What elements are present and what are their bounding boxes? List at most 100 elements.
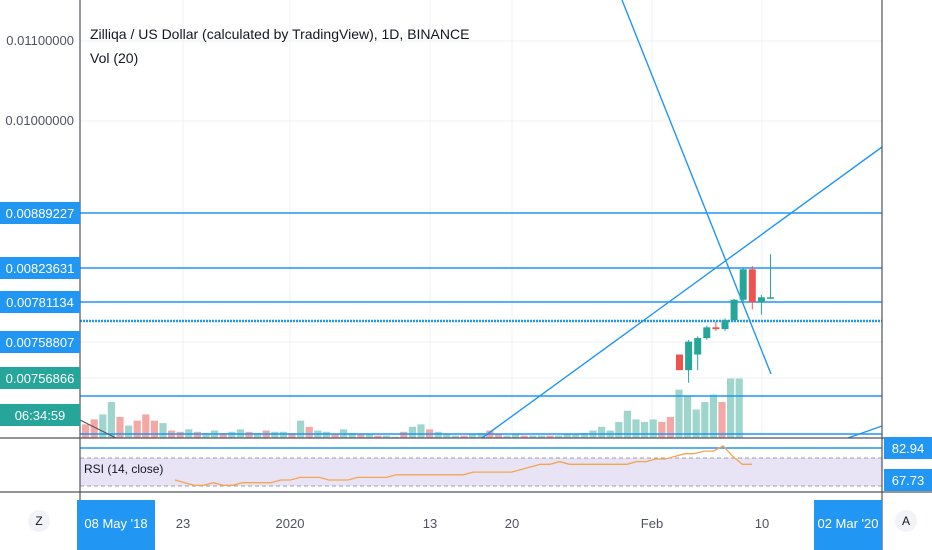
date-badge-left xyxy=(77,500,155,550)
candle-body xyxy=(767,297,774,299)
volume-bar xyxy=(477,433,485,438)
volume-bar xyxy=(615,421,623,438)
volume-bar xyxy=(451,435,459,438)
volume-bar xyxy=(718,402,726,438)
volume-bar xyxy=(443,434,451,438)
time-axis-label: 10 xyxy=(755,516,769,531)
countdown-label: 06:34:59 xyxy=(15,408,66,423)
volume-bar xyxy=(641,421,649,438)
candle-body xyxy=(757,297,765,303)
trend-line-up xyxy=(481,146,883,439)
volume-bar xyxy=(537,435,545,438)
volume-bar xyxy=(460,435,468,438)
volume-bar xyxy=(580,433,588,438)
time-axis-label: 20 xyxy=(505,516,519,531)
price-badge-label: 0.00758807 xyxy=(6,335,75,350)
volume-bar xyxy=(666,416,674,438)
volume-bar xyxy=(658,421,666,438)
volume-bar xyxy=(434,431,442,438)
volume-bar xyxy=(374,435,382,438)
volume-bar xyxy=(649,419,657,438)
date-badge-right-label: 02 Mar '20 xyxy=(817,516,878,531)
volume-bar xyxy=(469,434,477,438)
rsi-value-badge xyxy=(884,437,932,459)
volume-bar xyxy=(503,435,511,438)
volume-bar xyxy=(408,426,416,438)
price-badge xyxy=(0,291,80,313)
price-badge-label: 0.00823631 xyxy=(6,261,75,276)
candle-body xyxy=(730,299,738,321)
volume-bar xyxy=(520,435,528,438)
volume-bar xyxy=(279,431,287,438)
volume-bar xyxy=(107,402,115,438)
countdown-badge xyxy=(0,404,80,426)
volume-bar xyxy=(692,409,700,438)
candle-body xyxy=(739,269,747,300)
volume-bar xyxy=(572,434,580,438)
rsi-indicator-label[interactable]: RSI (14, close) xyxy=(84,462,164,476)
rsi-value-label: 67.73 xyxy=(892,473,925,488)
trend-line-left xyxy=(79,419,117,439)
volume-bar xyxy=(684,395,692,438)
volume-bar xyxy=(735,378,743,438)
price-badge xyxy=(0,367,80,389)
volume-bar xyxy=(193,431,201,438)
price-badge-label: 0.00756866 xyxy=(6,371,75,386)
trend-line-down xyxy=(621,0,772,375)
volume-bar xyxy=(357,434,365,438)
volume-bar xyxy=(133,420,141,438)
price-badge xyxy=(0,202,80,224)
volume-bar xyxy=(529,435,537,438)
volume-bar xyxy=(288,433,296,438)
time-axis-label: Feb xyxy=(641,516,663,531)
price-axis-label: 0.01000000 xyxy=(5,113,74,128)
volume-bar xyxy=(400,431,408,438)
volume-bar xyxy=(228,431,236,438)
candle-body xyxy=(712,327,720,330)
volume-bar xyxy=(598,426,606,438)
volume-bar xyxy=(701,402,709,438)
volume-bar xyxy=(632,419,640,438)
date-badge-right xyxy=(814,500,882,550)
volume-bar xyxy=(417,424,425,438)
volume-bar xyxy=(365,434,373,438)
volume-bar xyxy=(254,433,262,438)
volume-bar xyxy=(555,435,563,438)
auto-scale-button[interactable]: A xyxy=(895,510,917,532)
volume-bar xyxy=(512,434,520,438)
volume-bar xyxy=(391,436,399,438)
rsi-value-label: 82.94 xyxy=(892,441,925,456)
volume-bar xyxy=(383,435,391,438)
volume-bar xyxy=(219,433,227,438)
time-axis-label: 23 xyxy=(176,516,190,531)
price-badge-label: 0.00781134 xyxy=(6,295,74,310)
candle-body xyxy=(676,354,683,371)
volume-bar xyxy=(245,431,253,438)
scale-z-button[interactable]: Z xyxy=(28,510,50,532)
volume-bar xyxy=(82,424,90,438)
volume-bar xyxy=(623,410,631,438)
volume-bar xyxy=(675,389,683,438)
volume-bar xyxy=(159,423,167,438)
volume-bar xyxy=(709,394,717,438)
volume-bar xyxy=(90,419,98,438)
volume-bars xyxy=(82,378,743,438)
volume-bar xyxy=(727,378,735,438)
volume-bar xyxy=(546,435,554,438)
legend: Zilliqa / US Dollar (calculated by Tradi… xyxy=(90,22,469,70)
volume-bar xyxy=(305,426,313,438)
candle-body xyxy=(748,269,756,303)
volume-bar xyxy=(297,420,305,438)
volume-bar xyxy=(116,416,124,438)
trend-lines xyxy=(79,0,883,439)
volume-bar xyxy=(348,433,356,438)
symbol-title[interactable]: Zilliqa / US Dollar (calculated by Tradi… xyxy=(90,26,470,42)
volume-bar xyxy=(202,433,210,438)
price-badge xyxy=(0,257,80,279)
price-badge-label: 0.00889227 xyxy=(6,206,75,221)
rsi-pane xyxy=(80,444,882,487)
volume-indicator-label[interactable]: Vol (20) xyxy=(90,50,139,66)
price-badges: 0.00889227 0.00823631 0.00781134 0.00758807… xyxy=(0,202,932,550)
